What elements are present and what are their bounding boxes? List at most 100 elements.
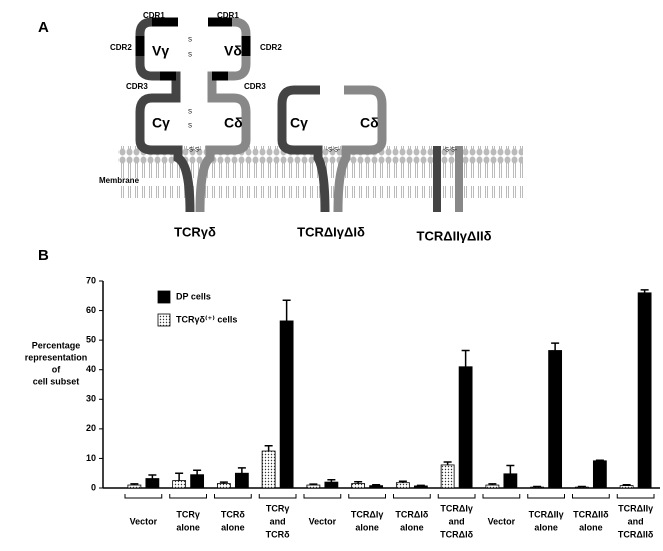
- error-bar: [372, 483, 381, 486]
- membrane-label: Membrane: [99, 176, 140, 185]
- category-bracket: [616, 494, 655, 499]
- tcr-delta-ii: [433, 146, 463, 212]
- svg-text:S: S: [188, 110, 192, 116]
- error-bar: [175, 472, 184, 481]
- error-bar: [443, 461, 452, 465]
- domain-label: Cγ: [152, 115, 170, 131]
- x-tick-label: TCRΔIδ: [440, 529, 473, 539]
- bar: [279, 320, 294, 489]
- cdr-label: CDR3: [244, 82, 266, 91]
- cdr-label: CDR1: [217, 11, 239, 20]
- legend-swatch: [157, 290, 171, 304]
- svg-text:S: S: [188, 124, 192, 130]
- error-bar: [219, 481, 228, 484]
- y-tick-label: 20: [86, 423, 96, 433]
- category-bracket: [393, 494, 431, 499]
- domain-label: Vγ: [152, 43, 169, 59]
- svg-text:S: S: [188, 38, 192, 44]
- error-bar: [193, 469, 202, 475]
- category-bracket: [572, 494, 610, 499]
- error-bar: [506, 464, 515, 474]
- cdr-label: CDR2: [260, 43, 282, 52]
- svg-text:-S-S-: -S-S-: [326, 148, 340, 154]
- error-bar: [398, 480, 407, 483]
- y-axis-label: of: [52, 364, 61, 374]
- bar: [485, 484, 500, 489]
- error-bar: [488, 483, 497, 486]
- error-bar: [148, 474, 157, 479]
- x-tick-label: alone: [176, 522, 200, 532]
- bar: [324, 481, 339, 489]
- bar: [351, 483, 366, 489]
- domain-label: Cγ: [290, 115, 308, 131]
- x-tick-label: TCRΔIγ: [440, 503, 472, 513]
- construct-label: TCRΔIIγΔIIδ: [417, 228, 492, 243]
- x-tick-label: TCRγ: [266, 503, 290, 513]
- bar: [637, 292, 652, 489]
- chart: 0 10 20 30 40 50 60 70 Percentage representation o…: [25, 275, 660, 539]
- y-tick-label: 0: [91, 482, 96, 492]
- bar: [261, 450, 276, 489]
- x-tick-label: TCRδ: [266, 529, 290, 539]
- domain-label: Cδ: [360, 115, 379, 131]
- error-bar: [354, 481, 363, 484]
- bar: [306, 484, 321, 489]
- error-bar: [533, 485, 542, 488]
- error-bar: [577, 485, 586, 488]
- domain-label: Vδ: [224, 43, 242, 59]
- error-bar: [327, 478, 336, 483]
- x-tick-label: TCRΔIγ: [351, 509, 383, 519]
- bar: [548, 350, 563, 489]
- error-bar: [640, 289, 649, 293]
- error-bar: [416, 484, 425, 487]
- bar: [413, 485, 428, 489]
- x-tick-label: TCRγ: [176, 509, 200, 519]
- category-bracket: [303, 494, 342, 499]
- panel-label: B: [38, 247, 49, 264]
- bar: [395, 482, 410, 489]
- bar: [216, 483, 231, 489]
- domain-label: Cδ: [224, 115, 243, 131]
- y-tick-label: 30: [86, 394, 96, 404]
- x-tick-label: and: [628, 516, 644, 526]
- bar: [172, 480, 187, 489]
- x-tick-label: alone: [400, 522, 424, 532]
- error-bar: [130, 483, 139, 486]
- legend-label: DP cells: [176, 291, 211, 301]
- x-tick-label: and: [270, 516, 286, 526]
- category-bracket: [437, 494, 476, 499]
- category-bracket: [527, 494, 565, 499]
- bar: [369, 485, 384, 489]
- bar: [190, 474, 205, 489]
- tcr-delta-i: [277, 85, 387, 213]
- error-bar: [282, 299, 291, 321]
- y-tick-label: 70: [86, 275, 96, 285]
- x-tick-label: TCRΔIIδ: [573, 509, 609, 519]
- bar: [127, 484, 142, 489]
- y-axis-label: cell subset: [33, 376, 80, 386]
- error-bar: [595, 459, 604, 461]
- x-tick-label: and: [449, 516, 465, 526]
- bar: [592, 460, 607, 489]
- x-tick-label: Vector: [488, 516, 516, 526]
- x-tick-label: TCRΔIIδ: [618, 529, 654, 539]
- category-bracket: [169, 494, 207, 499]
- x-tick-label: alone: [221, 522, 245, 532]
- y-tick-label: 50: [86, 335, 96, 345]
- svg-text:S: S: [188, 53, 192, 59]
- category-bracket: [348, 494, 386, 499]
- svg-text:-S-S-: -S-S-: [187, 148, 201, 154]
- y-tick-label: 60: [86, 305, 96, 315]
- error-bar: [461, 349, 470, 367]
- error-bar: [622, 483, 631, 486]
- tcr-gd: [135, 17, 251, 213]
- y-tick-label: 10: [86, 453, 96, 463]
- x-tick-label: TCRΔIδ: [395, 509, 428, 519]
- error-bar: [237, 467, 246, 474]
- bar: [440, 464, 455, 489]
- category-bracket: [214, 494, 252, 499]
- legend-swatch: [157, 313, 171, 327]
- category-bracket: [482, 494, 521, 499]
- y-axis-label: Percentage: [32, 340, 81, 350]
- y-tick-label: 40: [86, 364, 96, 374]
